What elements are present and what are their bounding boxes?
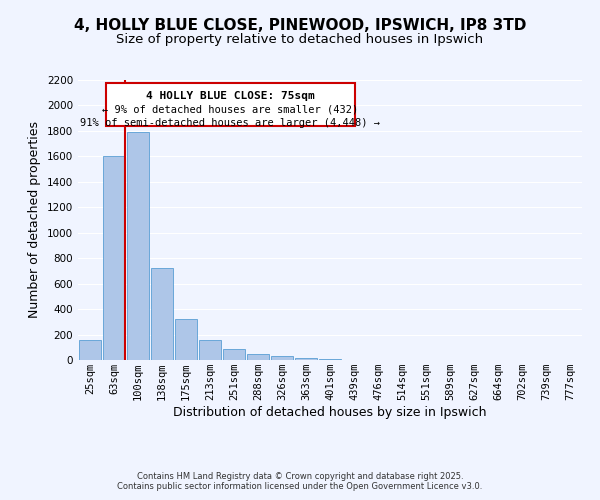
Text: 4 HOLLY BLUE CLOSE: 75sqm: 4 HOLLY BLUE CLOSE: 75sqm xyxy=(146,90,315,101)
Bar xyxy=(127,132,149,360)
Text: 4, HOLLY BLUE CLOSE, PINEWOOD, IPSWICH, IP8 3TD: 4, HOLLY BLUE CLOSE, PINEWOOD, IPSWICH, … xyxy=(74,18,526,32)
Text: 91% of semi-detached houses are larger (4,448) →: 91% of semi-detached houses are larger (… xyxy=(80,118,380,128)
Bar xyxy=(151,268,173,360)
Bar xyxy=(79,340,101,360)
Text: ← 9% of detached houses are smaller (432): ← 9% of detached houses are smaller (432… xyxy=(103,104,359,115)
Text: Size of property relative to detached houses in Ipswich: Size of property relative to detached ho… xyxy=(116,32,484,46)
Bar xyxy=(247,354,269,360)
Bar xyxy=(223,349,245,360)
Y-axis label: Number of detached properties: Number of detached properties xyxy=(28,122,41,318)
FancyBboxPatch shape xyxy=(106,83,355,126)
Bar xyxy=(103,156,125,360)
Bar xyxy=(199,340,221,360)
Text: Contains HM Land Registry data © Crown copyright and database right 2025.: Contains HM Land Registry data © Crown c… xyxy=(137,472,463,481)
X-axis label: Distribution of detached houses by size in Ipswich: Distribution of detached houses by size … xyxy=(173,406,487,419)
Bar xyxy=(175,320,197,360)
Bar xyxy=(295,358,317,360)
Text: Contains public sector information licensed under the Open Government Licence v3: Contains public sector information licen… xyxy=(118,482,482,491)
Bar xyxy=(271,356,293,360)
